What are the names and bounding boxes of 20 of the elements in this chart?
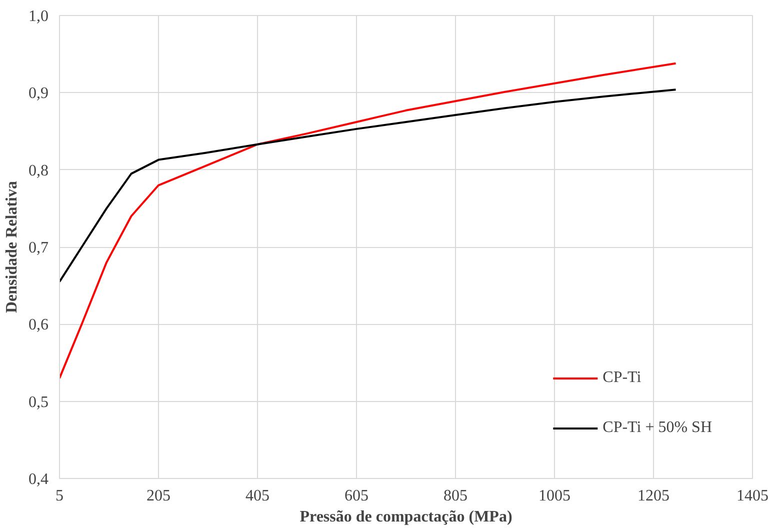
y-axis-title: Densidade Relativa	[4, 181, 20, 313]
x-tick-label: 1405	[736, 488, 768, 504]
x-tick-label: 605	[344, 488, 368, 504]
x-axis-title: Pressão de compactação (MPa)	[300, 508, 512, 526]
legend-label: CP-Ti + 50% SH	[602, 419, 712, 437]
y-tick-label: 0,8	[28, 162, 48, 180]
legend-label: CP-Ti	[602, 369, 642, 387]
y-tick-label: 0,9	[28, 85, 48, 102]
y-tick-label: 1,0	[28, 8, 48, 25]
y-tick-label: 0,7	[28, 240, 48, 256]
y-tick-label: 0,4	[28, 471, 48, 488]
x-tick-label: 205	[146, 488, 170, 504]
line-series	[60, 88, 677, 283]
y-tick-label: 0,6	[28, 316, 48, 334]
x-tick-label: 405	[246, 488, 270, 504]
y-tick-label: 0,5	[28, 394, 48, 411]
x-tick-label: 805	[444, 488, 468, 504]
x-tick-label: 1205	[638, 488, 670, 504]
x-tick-label: 1005	[538, 488, 570, 504]
x-tick-label: 5	[56, 488, 64, 504]
